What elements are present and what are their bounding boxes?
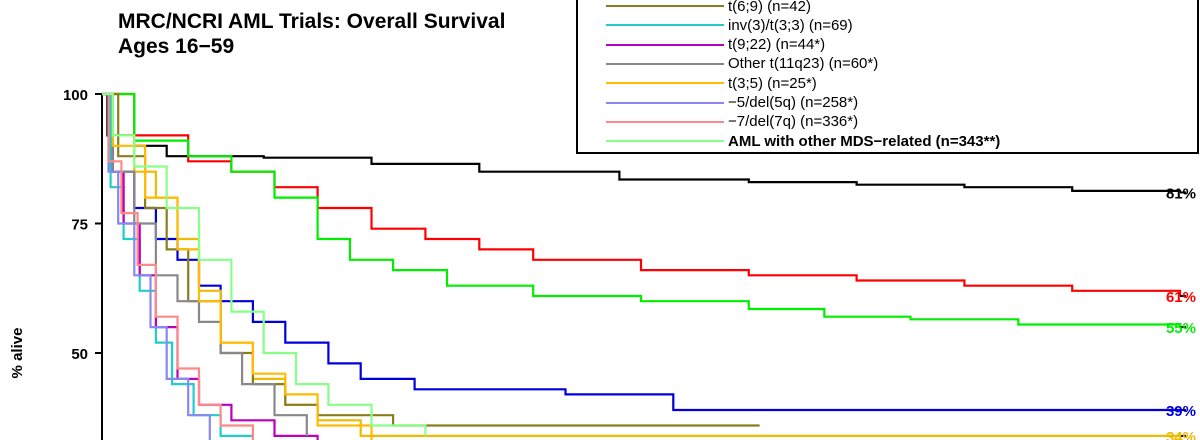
legend-label: Other t(11q23) (n=60*)	[728, 55, 879, 73]
legend-label: t(3;5) (n=25*)	[728, 74, 817, 92]
legend: t(6;9) (n=42) inv(3)/t(3;3) (n=69) t(9;22)…	[576, 0, 1199, 154]
legend-label: −5/del(5q) (n=258*)	[728, 94, 859, 111]
legend-item: Other t(11q23) (n=60*)	[606, 55, 878, 73]
legend-swatch	[606, 120, 724, 123]
legend-item: t(6;9) (n=42)	[606, 0, 811, 15]
legend-item: −7/del(7q) (n=336*)	[606, 113, 858, 131]
legend-item: inv(3)/t(3;3) (n=69)	[606, 16, 853, 34]
series-layer	[102, 92, 1182, 440]
end-label: 55%	[1166, 320, 1196, 337]
y-axis-label: % alive	[9, 328, 26, 379]
end-label-layer: 81% 61% 55% 39% 34%	[1166, 185, 1196, 440]
legend-item: AML with other MDS−related (n=343**)	[606, 132, 1000, 150]
survival-curve-11	[102, 92, 254, 440]
legend-label: t(9;22) (n=44*)	[728, 36, 826, 54]
survival-curve-12	[102, 92, 427, 436]
legend-label: AML with other MDS−related (n=343**)	[728, 132, 1001, 150]
survival-curve-9	[102, 92, 373, 440]
legend-swatch	[606, 140, 724, 143]
end-label: 34%	[1166, 429, 1196, 440]
survival-curve-10	[102, 92, 244, 440]
legend-item: −5/del(5q) (n=258*)	[606, 94, 858, 112]
y-tick-label: 50	[71, 346, 88, 363]
end-label: 61%	[1166, 289, 1196, 306]
axis-layer: 100 75 50 % alive	[9, 87, 103, 440]
end-label: 81%	[1166, 185, 1196, 202]
legend-swatch	[606, 62, 724, 65]
legend-item: t(9;22) (n=44*)	[606, 36, 825, 54]
survival-curve-2	[102, 92, 1182, 328]
y-tick-label: 100	[63, 87, 88, 104]
legend-swatch	[606, 82, 724, 85]
legend-swatch	[606, 43, 724, 46]
y-tick-label: 75	[71, 217, 88, 234]
chart-subtitle: Ages 16−59	[118, 35, 235, 58]
legend-label: inv(3)/t(3;3) (n=69)	[728, 16, 853, 34]
legend-swatch	[606, 24, 724, 27]
end-label: 39%	[1166, 403, 1196, 420]
legend-item: t(3;5) (n=25*)	[606, 74, 817, 92]
legend-label: −7/del(7q) (n=336*)	[728, 113, 859, 131]
legend-swatch	[606, 101, 724, 104]
chart-title: MRC/NCRI AML Trials: Overall Survival	[118, 10, 506, 33]
legend-swatch	[606, 5, 724, 7]
legend-label: t(6;9) (n=42)	[728, 0, 811, 15]
